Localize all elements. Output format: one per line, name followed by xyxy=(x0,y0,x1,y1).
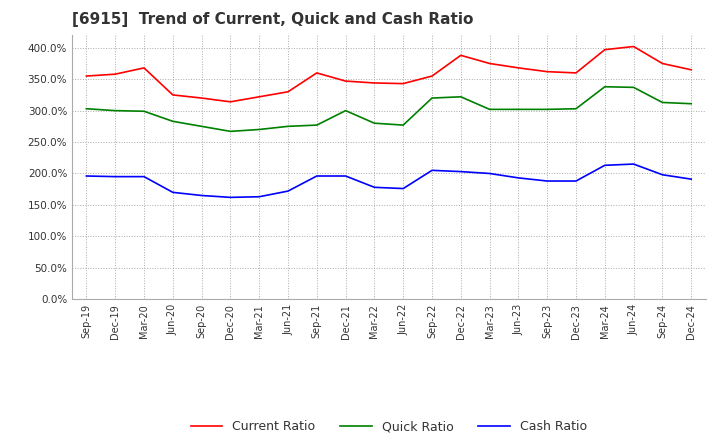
Current Ratio xyxy=(687,67,696,73)
Cash Ratio xyxy=(197,193,206,198)
Quick Ratio xyxy=(687,101,696,106)
Quick Ratio xyxy=(399,122,408,128)
Cash Ratio xyxy=(543,178,552,183)
Current Ratio xyxy=(284,89,292,95)
Current Ratio xyxy=(456,53,465,58)
Quick Ratio xyxy=(428,95,436,101)
Quick Ratio xyxy=(284,124,292,129)
Quick Ratio xyxy=(140,109,148,114)
Cash Ratio xyxy=(572,178,580,183)
Quick Ratio xyxy=(255,127,264,132)
Quick Ratio xyxy=(370,121,379,126)
Line: Quick Ratio: Quick Ratio xyxy=(86,87,691,132)
Quick Ratio xyxy=(456,94,465,99)
Current Ratio xyxy=(168,92,177,98)
Quick Ratio xyxy=(312,122,321,128)
Cash Ratio xyxy=(485,171,494,176)
Current Ratio xyxy=(341,78,350,84)
Cash Ratio xyxy=(111,174,120,179)
Current Ratio xyxy=(399,81,408,86)
Current Ratio xyxy=(658,61,667,66)
Quick Ratio xyxy=(197,124,206,129)
Current Ratio xyxy=(111,72,120,77)
Quick Ratio xyxy=(572,106,580,111)
Cash Ratio xyxy=(456,169,465,174)
Current Ratio xyxy=(226,99,235,104)
Quick Ratio xyxy=(111,108,120,113)
Cash Ratio xyxy=(284,188,292,194)
Current Ratio xyxy=(485,61,494,66)
Cash Ratio xyxy=(312,173,321,179)
Quick Ratio xyxy=(658,100,667,105)
Current Ratio xyxy=(312,70,321,76)
Cash Ratio xyxy=(341,173,350,179)
Legend: Current Ratio, Quick Ratio, Cash Ratio: Current Ratio, Quick Ratio, Cash Ratio xyxy=(186,415,592,438)
Quick Ratio xyxy=(629,85,638,90)
Current Ratio xyxy=(197,95,206,101)
Current Ratio xyxy=(543,69,552,74)
Current Ratio xyxy=(82,73,91,79)
Cash Ratio xyxy=(255,194,264,199)
Quick Ratio xyxy=(543,107,552,112)
Cash Ratio xyxy=(428,168,436,173)
Current Ratio xyxy=(629,44,638,49)
Quick Ratio xyxy=(341,108,350,113)
Cash Ratio xyxy=(168,190,177,195)
Cash Ratio xyxy=(687,176,696,182)
Quick Ratio xyxy=(514,107,523,112)
Quick Ratio xyxy=(485,107,494,112)
Current Ratio xyxy=(370,81,379,86)
Quick Ratio xyxy=(600,84,609,89)
Cash Ratio xyxy=(399,186,408,191)
Current Ratio xyxy=(140,65,148,70)
Cash Ratio xyxy=(629,161,638,167)
Quick Ratio xyxy=(226,129,235,134)
Current Ratio xyxy=(600,47,609,52)
Current Ratio xyxy=(572,70,580,76)
Cash Ratio xyxy=(226,195,235,200)
Text: [6915]  Trend of Current, Quick and Cash Ratio: [6915] Trend of Current, Quick and Cash … xyxy=(72,12,473,27)
Line: Current Ratio: Current Ratio xyxy=(86,47,691,102)
Current Ratio xyxy=(514,65,523,70)
Line: Cash Ratio: Cash Ratio xyxy=(86,164,691,198)
Cash Ratio xyxy=(514,175,523,180)
Cash Ratio xyxy=(140,174,148,179)
Current Ratio xyxy=(428,73,436,79)
Cash Ratio xyxy=(600,163,609,168)
Cash Ratio xyxy=(82,173,91,179)
Cash Ratio xyxy=(370,185,379,190)
Quick Ratio xyxy=(168,119,177,124)
Quick Ratio xyxy=(82,106,91,111)
Current Ratio xyxy=(255,94,264,99)
Cash Ratio xyxy=(658,172,667,177)
